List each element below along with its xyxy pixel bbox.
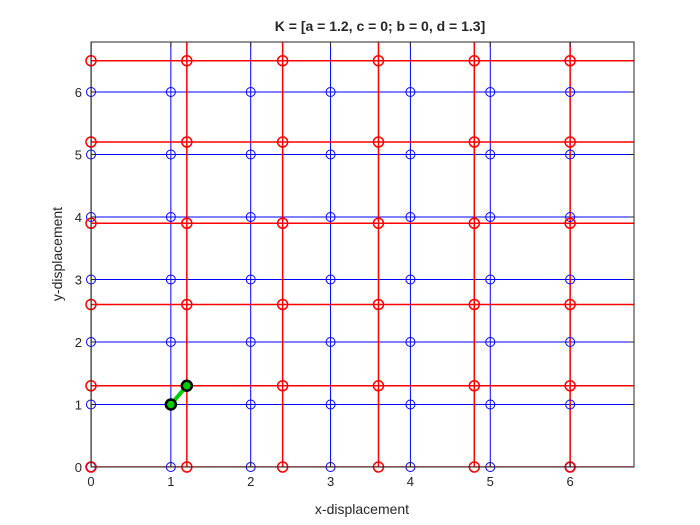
- series-0-point-6-4: [565, 212, 576, 222]
- series-0-point-6-1: [565, 399, 576, 410]
- x-tick-label-3: 3: [327, 474, 334, 489]
- highlight-vector-start-point: [164, 398, 178, 411]
- series-0-point-6-6: [565, 87, 576, 97]
- series-0-point-2-5: [245, 149, 256, 160]
- series-0-point-4-6: [405, 87, 416, 97]
- series-0-point-1-3: [165, 274, 176, 285]
- axis-ticks: 0 1 2 3 4 5 6 0 1 2 3 4 5 6: [75, 42, 634, 489]
- series-1-point-4-5: [468, 55, 481, 67]
- series-1-point-3-2: [372, 298, 385, 311]
- series-1-point-2-5: [276, 55, 289, 67]
- series-1-point-4-3: [468, 217, 481, 229]
- series-0-point-3-5: [325, 149, 336, 160]
- series-1-point-1-3: [181, 217, 193, 229]
- series-0-point-5-5: [485, 149, 496, 160]
- series-0-point-5-2: [485, 337, 496, 347]
- series-0-point-2-1: [245, 399, 256, 410]
- x-tick-label-0: 0: [87, 474, 94, 489]
- axes-frame: [90, 41, 635, 468]
- series-0-point-5-1: [485, 399, 496, 410]
- series-1-point-4-1: [468, 380, 481, 392]
- x-tick-label-6: 6: [567, 474, 574, 489]
- y-tick-label-1: 1: [75, 398, 82, 413]
- series-1-point-1-4: [181, 136, 193, 148]
- series-1-point-1-2: [181, 298, 193, 311]
- series-1-point-5-4: [564, 136, 576, 148]
- series-0-point-1-5: [165, 149, 176, 160]
- series-1-point-5-2: [564, 298, 576, 311]
- series-1-point-3-4: [372, 136, 385, 148]
- series-1-point-3-1: [372, 380, 385, 392]
- series-1-point-5-5: [564, 55, 576, 67]
- series-0-point-5-4: [485, 212, 496, 222]
- series-0-point-6-2: [565, 337, 576, 347]
- y-tick-label-5: 5: [75, 148, 82, 163]
- series-0-point-3-6: [325, 87, 336, 97]
- series-0-point-1-2: [165, 337, 176, 347]
- series-0-point-5-6: [485, 87, 496, 97]
- plot-area: [85, 42, 634, 473]
- series-1-point-2-1: [276, 380, 289, 392]
- series-1-point-2-2: [276, 298, 289, 311]
- y-tick-label-4: 4: [75, 210, 82, 225]
- series-0-point-4-5: [405, 149, 416, 160]
- series-0-point-1-6: [165, 87, 176, 97]
- x-tick-label-4: 4: [407, 474, 414, 489]
- y-tick-label-0: 0: [75, 460, 82, 475]
- series-0-point-4-4: [405, 212, 416, 222]
- series-1-point-3-5: [372, 55, 385, 67]
- series-0-point-4-1: [405, 399, 416, 410]
- series-1-point-2-4: [276, 136, 289, 148]
- series-0-point-2-3: [245, 274, 256, 285]
- series-0-point-2-6: [245, 87, 256, 97]
- series-0-point-6-5: [565, 149, 576, 160]
- y-tick-label-2: 2: [75, 335, 82, 350]
- series-1-point-4-4: [468, 136, 481, 148]
- plot-content: [91, 42, 634, 467]
- series-0-point-2-2: [245, 337, 256, 347]
- y-tick-label-6: 6: [75, 85, 82, 100]
- x-tick-label-1: 1: [167, 474, 174, 489]
- x-tick-label-2: 2: [247, 474, 254, 489]
- series-0-point-3-3: [325, 274, 336, 285]
- series-0-point-1-4: [165, 212, 176, 222]
- series-1-point-5-3: [564, 217, 576, 229]
- y-axis-label: y-displacement: [49, 207, 65, 301]
- x-tick-label-5: 5: [487, 474, 494, 489]
- y-tick-label-3: 3: [75, 273, 82, 288]
- series-0-point-2-4: [245, 212, 256, 222]
- series-0-point-4-3: [405, 274, 416, 285]
- series-1-point-1-5: [181, 55, 193, 67]
- highlight-vector-end-point: [180, 379, 194, 392]
- axes-box: [90, 41, 635, 468]
- series-0-point-3-4: [325, 212, 336, 222]
- x-axis-label: x-displacement: [315, 501, 409, 517]
- series-1-point-4-2: [468, 298, 481, 311]
- series-0-point-4-2: [405, 337, 416, 347]
- series-1-point-5-1: [564, 380, 576, 392]
- series-0-point-3-2: [325, 337, 336, 347]
- series-0-point-5-3: [485, 274, 496, 285]
- chart-title: K = [a = 1.2, c = 0; b = 0, d = 1.3]: [275, 18, 486, 34]
- series-0-point-3-1: [325, 399, 336, 410]
- series-1-point-2-3: [276, 217, 289, 229]
- series-1-point-3-3: [372, 217, 385, 229]
- series-0-point-6-3: [565, 274, 576, 285]
